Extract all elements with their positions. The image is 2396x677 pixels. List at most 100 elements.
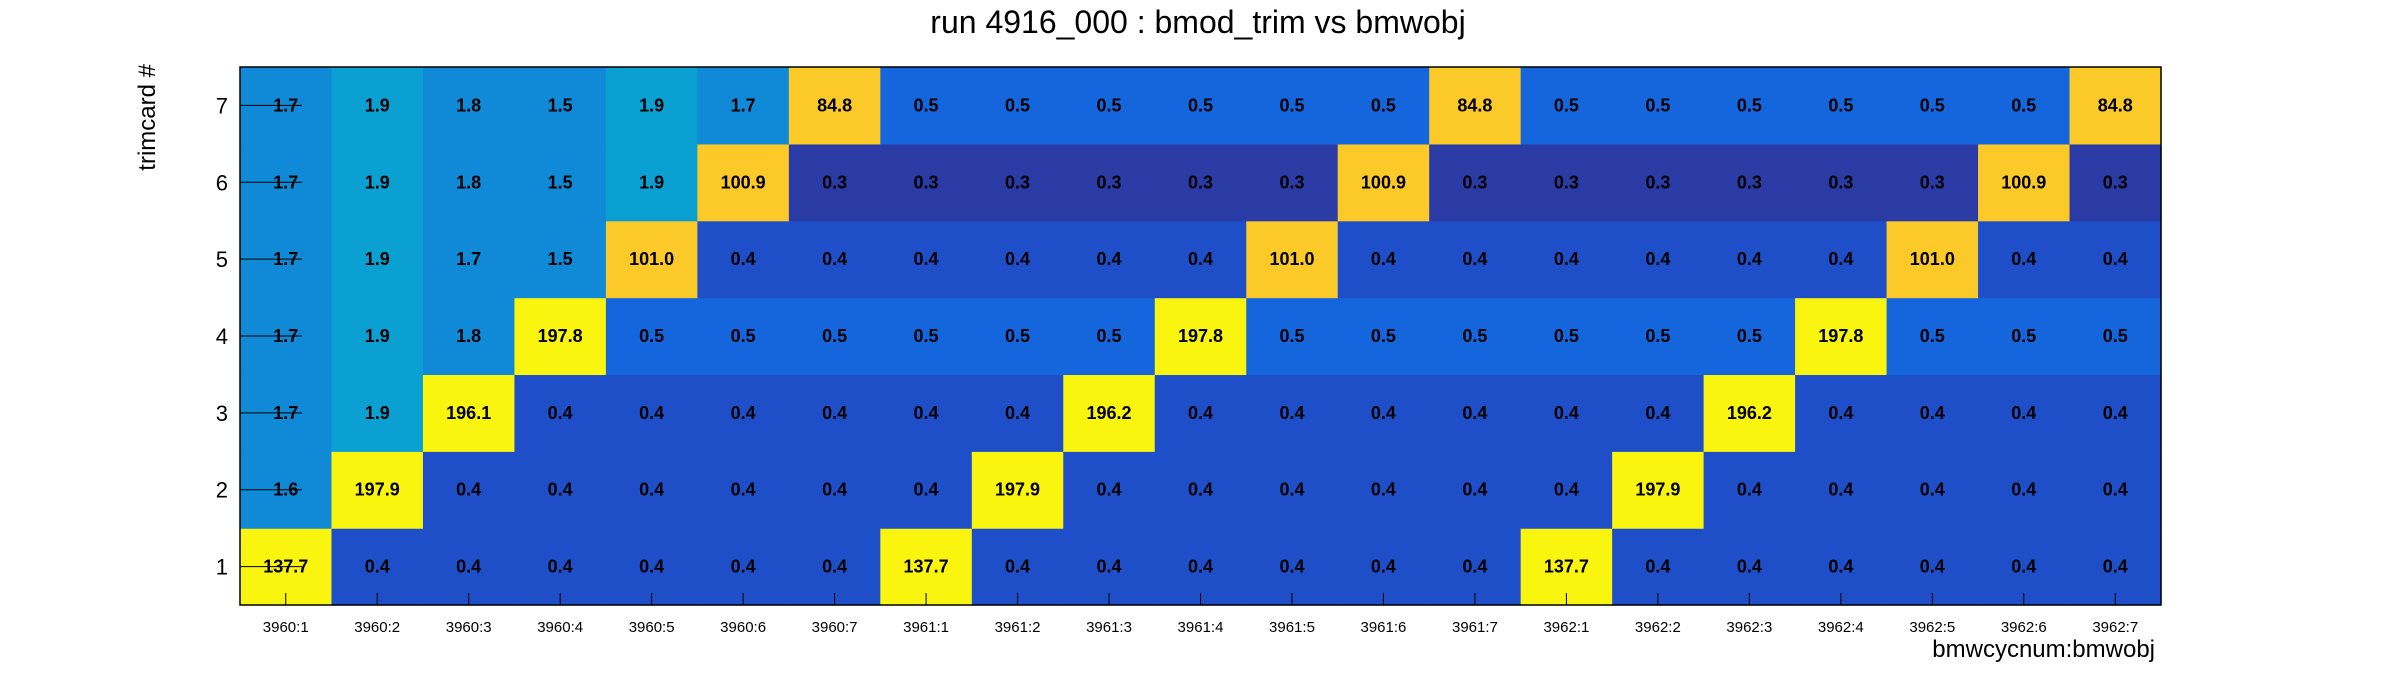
cell-value-label: 0.4 — [1279, 557, 1304, 577]
heatmap-cell — [1978, 143, 2071, 222]
cell-value-label: 0.3 — [1920, 172, 1945, 192]
heatmap-cell — [1154, 143, 1247, 222]
heatmap-cell — [1886, 374, 1979, 452]
heatmap-cell — [1886, 451, 1979, 529]
heatmap-cell — [2069, 220, 2162, 299]
heatmap-cell — [1246, 220, 1339, 299]
y-axis-title: trimcard # — [134, 63, 161, 170]
cell-value-label: 0.4 — [822, 249, 847, 269]
cell-value-label: 196.2 — [1086, 403, 1131, 423]
heatmap-cell — [514, 297, 607, 376]
x-tick-label: 3961:5 — [1269, 619, 1315, 636]
heatmap-cell — [880, 220, 973, 299]
heatmap-cell — [1886, 220, 1979, 299]
cell-value-label: 0.4 — [914, 480, 939, 500]
x-tick-label: 3961:3 — [1086, 619, 1132, 636]
heatmap-cell — [971, 451, 1064, 529]
x-tick-label: 3960:3 — [446, 619, 492, 636]
heatmap-cell — [1154, 374, 1247, 452]
heatmap-cell — [1795, 374, 1888, 452]
heatmap-cell — [880, 374, 973, 452]
cell-value-label: 0.5 — [731, 326, 756, 346]
heatmap-cell — [1337, 374, 1430, 452]
heatmap-cell — [1612, 220, 1705, 299]
heatmap-cell — [514, 374, 607, 452]
heatmap-cell — [331, 67, 424, 145]
cell-value-label: 1.8 — [456, 172, 481, 192]
cell-value-label: 0.3 — [2103, 172, 2128, 192]
heatmap-cell — [788, 67, 881, 145]
cell-value-label: 0.4 — [822, 557, 847, 577]
cell-value-label: 0.4 — [731, 557, 756, 577]
cell-value-label: 0.4 — [1188, 480, 1213, 500]
heatmap-cell — [2069, 143, 2162, 222]
heatmap-cell — [1978, 528, 2071, 606]
heatmap-cell — [331, 220, 424, 299]
heatmap-cell — [788, 143, 881, 222]
heatmap-cell — [331, 143, 424, 222]
cell-value-label: 0.4 — [1188, 249, 1213, 269]
cell-value-label: 197.9 — [1635, 480, 1680, 500]
x-axis-ticks: 3960:1 3960:2 3960:3 3960:4 3960:5 3960:6 3960… — [263, 593, 2138, 636]
heatmap-cell — [880, 143, 973, 222]
cell-value-label: 0.5 — [1554, 95, 1579, 115]
heatmap-cell — [331, 451, 424, 529]
heatmap-cell — [1978, 374, 2071, 452]
heatmap-cell — [1246, 451, 1339, 529]
x-tick-label: 3960:4 — [537, 619, 583, 636]
cell-value-label: 0.4 — [2011, 557, 2036, 577]
x-tick-label: 3962:6 — [2001, 619, 2047, 636]
heatmap-cell — [1429, 451, 1522, 529]
x-tick-label: 3962:3 — [1726, 619, 1772, 636]
cell-value-label: 1.8 — [456, 326, 481, 346]
cell-value-label: 0.5 — [1737, 95, 1762, 115]
cell-value-label: 0.3 — [1005, 172, 1030, 192]
cell-value-label: 0.5 — [639, 326, 664, 346]
heatmap-cell — [1520, 451, 1613, 529]
heatmap-cell — [1063, 143, 1156, 222]
cell-value-label: 100.9 — [1361, 172, 1406, 192]
heatmap-cell — [1429, 297, 1522, 376]
cell-value-label: 84.8 — [2098, 95, 2133, 115]
cell-value-label: 0.4 — [1371, 249, 1396, 269]
cell-value-label: 0.4 — [1554, 249, 1579, 269]
cell-value-label: 0.5 — [2103, 326, 2128, 346]
heatmap-cell — [1429, 528, 1522, 606]
heatmap-cell — [1246, 67, 1339, 145]
cell-value-label: 0.4 — [548, 480, 573, 500]
heatmap-cell — [2069, 451, 2162, 529]
cell-value-label: 101.0 — [1269, 249, 1314, 269]
cell-value-label: 0.4 — [1828, 557, 1853, 577]
heatmap-cell — [971, 297, 1064, 376]
cell-value-label: 0.3 — [1828, 172, 1853, 192]
heatmap-cell — [1703, 451, 1796, 529]
cell-value-label: 0.4 — [822, 403, 847, 423]
cell-value-label: 0.5 — [1828, 95, 1853, 115]
heatmap-cell — [788, 297, 881, 376]
cell-value-label: 0.4 — [1462, 249, 1487, 269]
cell-value-label: 1.7 — [731, 95, 756, 115]
x-tick-label: 3960:6 — [720, 619, 766, 636]
cell-value-label: 0.4 — [1645, 557, 1670, 577]
y-tick-label: 5 — [216, 247, 228, 272]
cell-value-label: 0.5 — [1920, 326, 1945, 346]
cell-value-label: 0.3 — [822, 172, 847, 192]
cell-value-label: 1.5 — [548, 95, 573, 115]
cell-value-label: 0.4 — [2103, 249, 2128, 269]
heatmap-cell — [1703, 528, 1796, 606]
cell-value-label: 0.4 — [1371, 403, 1396, 423]
x-tick-label: 3961:4 — [1178, 619, 1224, 636]
heatmap-cell — [514, 220, 607, 299]
heatmap-cell — [1337, 143, 1430, 222]
cell-value-label: 1.9 — [365, 172, 390, 192]
cell-value-label: 0.5 — [1371, 326, 1396, 346]
cell-value-label: 0.5 — [1645, 326, 1670, 346]
cell-value-label: 101.0 — [1910, 249, 1955, 269]
x-tick-label: 3960:5 — [629, 619, 675, 636]
heatmap-cell — [1520, 143, 1613, 222]
cell-value-label: 0.4 — [1462, 480, 1487, 500]
heatmap-cell — [1795, 528, 1888, 606]
x-tick-label: 3961:1 — [903, 619, 949, 636]
cell-value-label: 0.5 — [1279, 95, 1304, 115]
